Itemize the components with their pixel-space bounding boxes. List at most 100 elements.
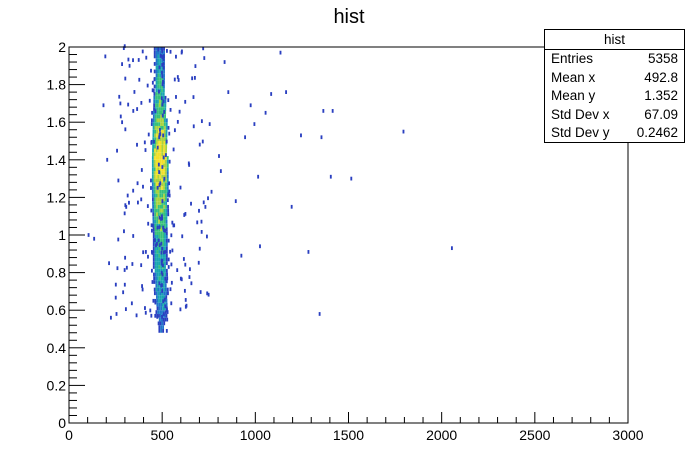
histogram-bin bbox=[121, 62, 123, 66]
histogram-bin bbox=[140, 168, 143, 172]
histogram-bin bbox=[165, 201, 168, 205]
histogram-bin bbox=[153, 272, 155, 277]
histogram-bin bbox=[152, 133, 155, 138]
histogram-bin bbox=[154, 208, 157, 213]
histogram-bin bbox=[163, 159, 165, 164]
histogram-bin bbox=[154, 272, 157, 277]
histogram-bin bbox=[140, 101, 143, 105]
histogram-bin bbox=[161, 54, 164, 59]
histogram-bin bbox=[161, 174, 164, 179]
histogram-bin bbox=[184, 99, 187, 104]
histogram-bin bbox=[169, 287, 172, 292]
histogram-bin bbox=[158, 250, 161, 254]
histogram-bin bbox=[158, 281, 161, 286]
histogram-bin bbox=[160, 317, 163, 322]
histogram-bin bbox=[164, 163, 167, 168]
histogram-bin bbox=[151, 110, 154, 115]
histogram-bin bbox=[154, 261, 157, 266]
histogram-bin bbox=[153, 167, 156, 172]
histogram-bin bbox=[155, 88, 158, 93]
histogram-bin bbox=[163, 228, 165, 233]
histogram-bin bbox=[290, 204, 293, 209]
histogram-bin bbox=[155, 50, 158, 55]
histogram-bin bbox=[161, 167, 164, 172]
histogram-bin bbox=[172, 147, 175, 152]
histogram-bin bbox=[132, 188, 135, 193]
histogram-bin bbox=[160, 125, 162, 130]
histogram-bin bbox=[159, 212, 162, 217]
histogram-bin bbox=[156, 231, 159, 235]
histogram-bin bbox=[153, 92, 156, 96]
stats-value: 0.2462 bbox=[636, 125, 678, 140]
histogram-bin bbox=[124, 203, 127, 208]
histogram-bin bbox=[159, 201, 162, 205]
histogram-bin bbox=[154, 313, 157, 318]
histogram-bin bbox=[168, 181, 170, 186]
histogram-bin bbox=[165, 144, 168, 149]
histogram-bin bbox=[164, 276, 167, 281]
histogram-bin bbox=[165, 231, 168, 235]
histogram-bin bbox=[157, 162, 160, 167]
histogram-bin bbox=[164, 280, 167, 284]
histogram-bin bbox=[166, 189, 169, 194]
histogram-bin bbox=[159, 47, 162, 51]
stats-title: hist bbox=[545, 30, 684, 50]
histogram-bin bbox=[151, 178, 154, 183]
histogram-bin bbox=[158, 272, 161, 277]
histogram-bin bbox=[154, 129, 157, 134]
histogram-bin bbox=[126, 193, 129, 198]
histogram-bin bbox=[156, 118, 159, 123]
histogram-bin bbox=[165, 257, 168, 262]
histogram-bin bbox=[264, 110, 267, 115]
histogram-bin bbox=[155, 193, 158, 198]
histogram-bin bbox=[155, 182, 158, 187]
histogram-bin bbox=[161, 291, 164, 296]
histogram-bin bbox=[162, 263, 164, 268]
histogram-bin bbox=[190, 201, 192, 206]
histogram-bin bbox=[152, 227, 155, 232]
histogram-bin bbox=[166, 186, 169, 190]
y-tick-label: 2 bbox=[58, 39, 66, 55]
histogram-bin bbox=[160, 265, 163, 269]
histogram-bin bbox=[150, 118, 153, 123]
histogram-bin bbox=[196, 220, 199, 225]
histogram-bin bbox=[154, 125, 157, 130]
histogram-bin bbox=[162, 329, 165, 333]
x-tick-label: 3000 bbox=[612, 427, 643, 443]
histogram-bin bbox=[159, 310, 162, 314]
histogram-bin bbox=[155, 174, 158, 179]
y-tick-label: 0.4 bbox=[47, 340, 67, 356]
histogram-bin bbox=[151, 186, 154, 190]
histogram-bin bbox=[152, 253, 155, 258]
histogram-bin bbox=[152, 125, 155, 130]
histogram-bin bbox=[128, 63, 131, 68]
histogram-bin bbox=[202, 200, 205, 205]
histogram-bin bbox=[331, 109, 334, 113]
histogram-bin bbox=[158, 183, 161, 187]
histogram-bin bbox=[164, 242, 166, 247]
y-tick-label: 1.8 bbox=[47, 77, 67, 93]
histogram-bin bbox=[165, 118, 168, 123]
histogram-bin bbox=[162, 238, 165, 243]
histogram-bin bbox=[156, 223, 159, 228]
histogram-bin bbox=[164, 228, 167, 233]
histogram-bin bbox=[179, 307, 182, 312]
histogram-bin bbox=[156, 315, 159, 319]
histogram-bin bbox=[156, 257, 159, 262]
histogram-bin bbox=[153, 139, 155, 144]
histogram-bin bbox=[198, 142, 201, 147]
histogram-bin bbox=[155, 243, 157, 248]
histogram-bin bbox=[165, 129, 168, 134]
histogram-bin bbox=[156, 235, 159, 239]
histogram-bin bbox=[159, 295, 162, 299]
histogram-bin bbox=[160, 114, 163, 119]
histogram-bin bbox=[159, 148, 162, 153]
histogram-bin bbox=[155, 204, 158, 209]
histogram-bin bbox=[162, 79, 164, 84]
histogram-bin bbox=[157, 295, 160, 299]
histogram-bin bbox=[164, 171, 167, 175]
histogram-bin bbox=[164, 186, 167, 190]
histogram-bin bbox=[165, 208, 168, 213]
histogram-bin bbox=[155, 197, 158, 202]
histogram-bin bbox=[163, 197, 166, 202]
